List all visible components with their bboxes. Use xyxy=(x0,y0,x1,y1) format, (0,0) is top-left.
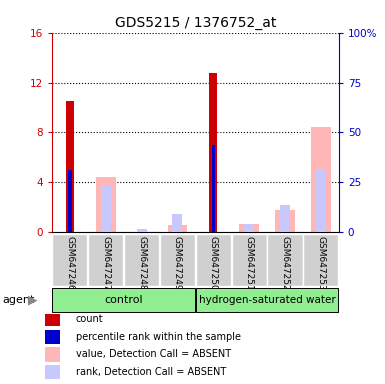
Text: GSM647248: GSM647248 xyxy=(137,236,146,290)
Text: control: control xyxy=(104,295,143,305)
Bar xyxy=(137,228,147,232)
Bar xyxy=(268,234,303,286)
Bar xyxy=(52,288,195,312)
Bar xyxy=(244,224,254,232)
Text: count: count xyxy=(76,314,104,324)
Text: GSM647246: GSM647246 xyxy=(65,236,74,290)
Text: GSM647249: GSM647249 xyxy=(173,236,182,290)
Text: percentile rank within the sample: percentile rank within the sample xyxy=(76,332,241,342)
Text: agent: agent xyxy=(2,295,34,305)
Bar xyxy=(101,186,111,232)
Bar xyxy=(280,205,290,232)
Bar xyxy=(88,234,123,286)
Bar xyxy=(311,127,331,232)
Bar xyxy=(239,223,259,232)
Bar xyxy=(66,101,74,232)
Bar xyxy=(196,234,231,286)
Bar xyxy=(45,330,60,344)
Bar xyxy=(172,214,182,232)
Text: GSM647250: GSM647250 xyxy=(209,236,218,291)
Bar xyxy=(232,234,267,286)
Bar xyxy=(316,170,326,232)
Bar xyxy=(68,170,72,232)
Bar xyxy=(196,288,338,312)
Bar xyxy=(275,210,295,232)
Bar xyxy=(124,234,159,286)
Bar xyxy=(96,177,115,232)
Bar xyxy=(209,73,217,232)
Text: value, Detection Call = ABSENT: value, Detection Call = ABSENT xyxy=(76,349,231,359)
Bar xyxy=(52,234,87,286)
Bar xyxy=(160,234,195,286)
Bar xyxy=(45,312,60,326)
Bar xyxy=(211,145,215,232)
Text: GSM647251: GSM647251 xyxy=(244,236,254,291)
Text: rank, Detection Call = ABSENT: rank, Detection Call = ABSENT xyxy=(76,367,226,377)
Bar xyxy=(45,348,60,361)
Bar xyxy=(303,234,338,286)
Bar xyxy=(167,225,187,232)
Bar xyxy=(45,365,60,379)
Text: ▶: ▶ xyxy=(28,294,37,307)
Text: GSM647247: GSM647247 xyxy=(101,236,110,290)
Title: GDS5215 / 1376752_at: GDS5215 / 1376752_at xyxy=(115,16,276,30)
Text: GSM647253: GSM647253 xyxy=(316,236,325,291)
Text: GSM647252: GSM647252 xyxy=(281,236,290,290)
Text: hydrogen-saturated water: hydrogen-saturated water xyxy=(199,295,335,305)
